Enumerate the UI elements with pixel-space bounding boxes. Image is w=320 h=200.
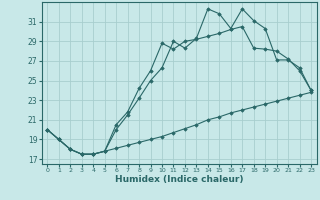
X-axis label: Humidex (Indice chaleur): Humidex (Indice chaleur): [115, 175, 244, 184]
